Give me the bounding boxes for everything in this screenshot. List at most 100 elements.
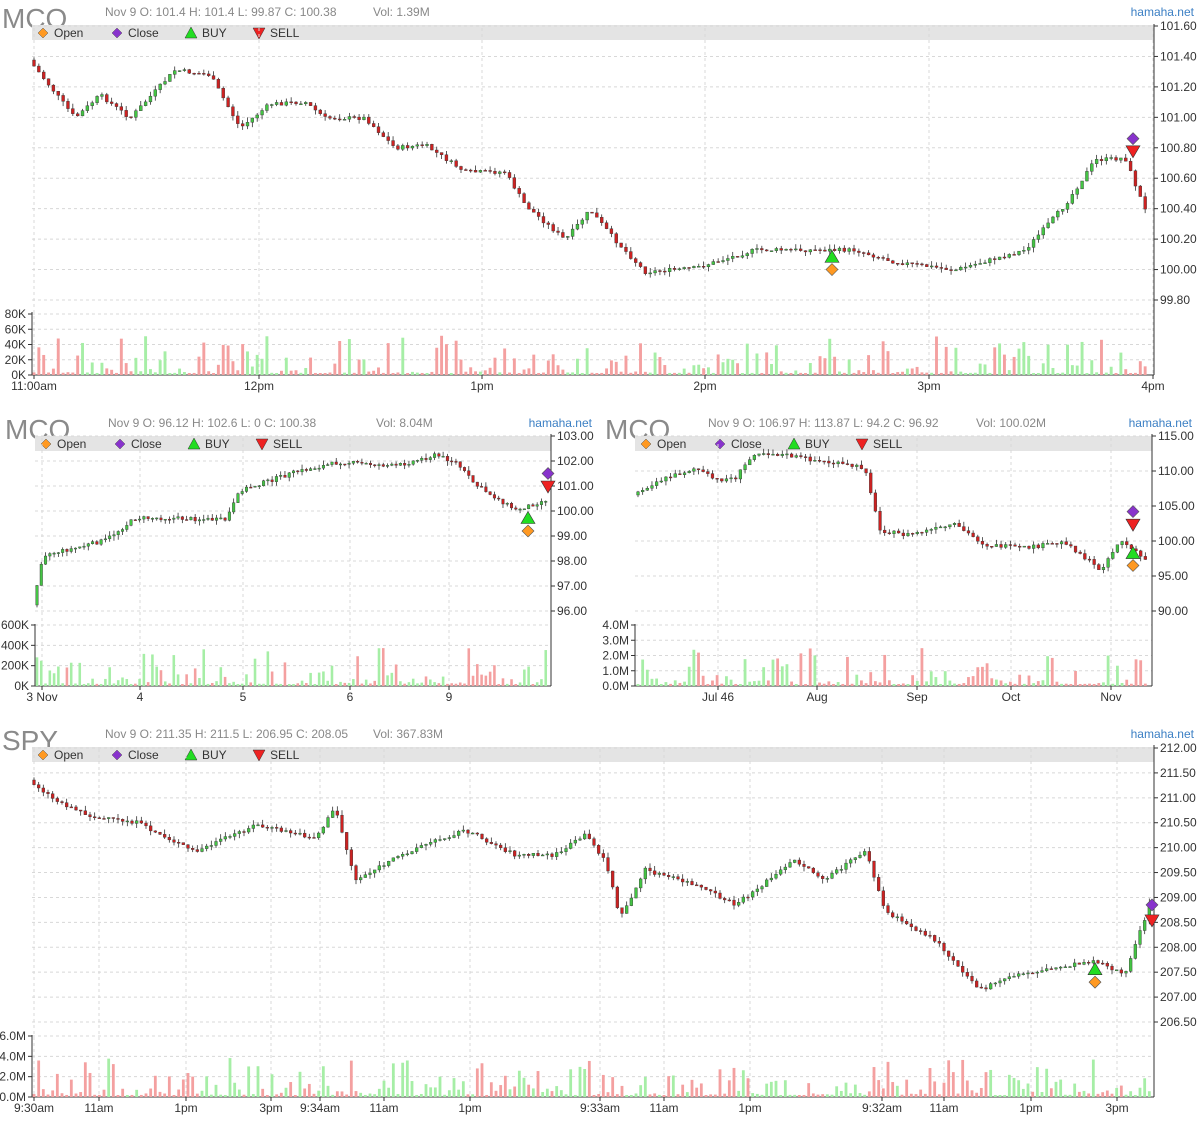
candle [143, 101, 148, 106]
volume-bar [609, 360, 613, 375]
candle [766, 453, 770, 455]
volume-bar [1095, 372, 1099, 375]
candle [1124, 971, 1128, 974]
candle [394, 463, 398, 466]
candle [331, 810, 335, 818]
candle [997, 256, 1002, 260]
candle [682, 472, 687, 475]
volume-bar [813, 655, 817, 686]
volume-bar [212, 372, 215, 375]
volume-bar [944, 346, 948, 375]
y-tick-label: 212.00 [1160, 741, 1197, 755]
candle [1075, 188, 1079, 195]
volume-bar [134, 357, 138, 375]
volume-bar [872, 1067, 876, 1097]
volume-bar [774, 345, 778, 375]
volume-bar [403, 683, 406, 686]
volume-bar [407, 682, 411, 686]
candle [1008, 544, 1012, 546]
candle [583, 833, 587, 840]
legend-bar [32, 747, 1154, 762]
volume-bar [605, 368, 609, 375]
volume-bar [121, 1088, 125, 1097]
candle [757, 453, 761, 456]
volume-bar [542, 372, 545, 375]
candle [1050, 543, 1054, 545]
candle [187, 69, 191, 74]
candle [438, 839, 442, 841]
volume-bar [485, 1094, 489, 1097]
volume-bar [956, 1093, 960, 1097]
volume-bar [776, 658, 780, 686]
volume-bar [305, 682, 308, 686]
y-tick-label: 210.00 [1160, 841, 1197, 855]
candle [1128, 160, 1133, 171]
y-tick-label: 100.40 [1160, 202, 1197, 216]
candle [415, 847, 419, 852]
diamond-icon [111, 27, 123, 39]
candle [769, 877, 773, 881]
candle [1138, 185, 1142, 197]
volume-bar [676, 1094, 680, 1097]
volume-bar [1075, 365, 1079, 375]
candle [531, 853, 535, 856]
volume-bar [510, 679, 513, 686]
candle [1139, 550, 1143, 557]
volume-bar [760, 1094, 764, 1097]
volume-bar [645, 669, 649, 686]
vol-tick-label: 400K [1, 638, 29, 652]
volume-bar [241, 344, 245, 375]
candle [133, 519, 137, 521]
volume-bar [279, 683, 282, 686]
volume-bar [232, 681, 235, 686]
volume-bar [711, 680, 714, 686]
volume-bar [883, 654, 887, 686]
candle [463, 467, 466, 471]
volume-bar [81, 342, 84, 375]
candle [168, 518, 172, 521]
volume-bar [624, 355, 628, 375]
candle [66, 101, 70, 109]
volume-bar [844, 1082, 848, 1097]
volume-bar [65, 667, 69, 686]
volume-bar [386, 343, 390, 375]
candle [822, 460, 826, 463]
candle [163, 834, 167, 838]
candle [891, 912, 895, 918]
candle [116, 531, 120, 535]
volume-bar [226, 345, 230, 375]
volume-bar [961, 1059, 965, 1097]
volume-bar [144, 1093, 148, 1097]
candle [803, 250, 808, 253]
candle [333, 117, 337, 120]
candle [1045, 968, 1049, 971]
volume-bar [202, 342, 206, 375]
candle [1007, 254, 1011, 258]
candle [780, 453, 784, 456]
candle [1143, 920, 1147, 931]
candle [1064, 541, 1068, 545]
volume-bar [210, 682, 214, 686]
candle [1070, 194, 1075, 204]
volume-bar [1100, 339, 1103, 375]
candle [1046, 222, 1050, 228]
volume-bar [943, 671, 947, 686]
candle [636, 491, 640, 496]
candle [167, 837, 171, 841]
volume-bar [280, 370, 283, 375]
volume-bar [168, 372, 172, 375]
volume-bar [677, 372, 681, 375]
candle [153, 830, 157, 833]
candle [928, 935, 932, 937]
candle [886, 905, 890, 913]
candle [386, 465, 390, 467]
candle [108, 535, 112, 540]
volume-bar [895, 1085, 899, 1097]
candle [973, 263, 977, 266]
volume-bar [891, 1082, 895, 1097]
candle [79, 809, 83, 812]
volume-bar [780, 666, 784, 686]
volume-bar [790, 681, 793, 686]
candle [807, 866, 811, 869]
volume-bar [765, 1083, 769, 1097]
